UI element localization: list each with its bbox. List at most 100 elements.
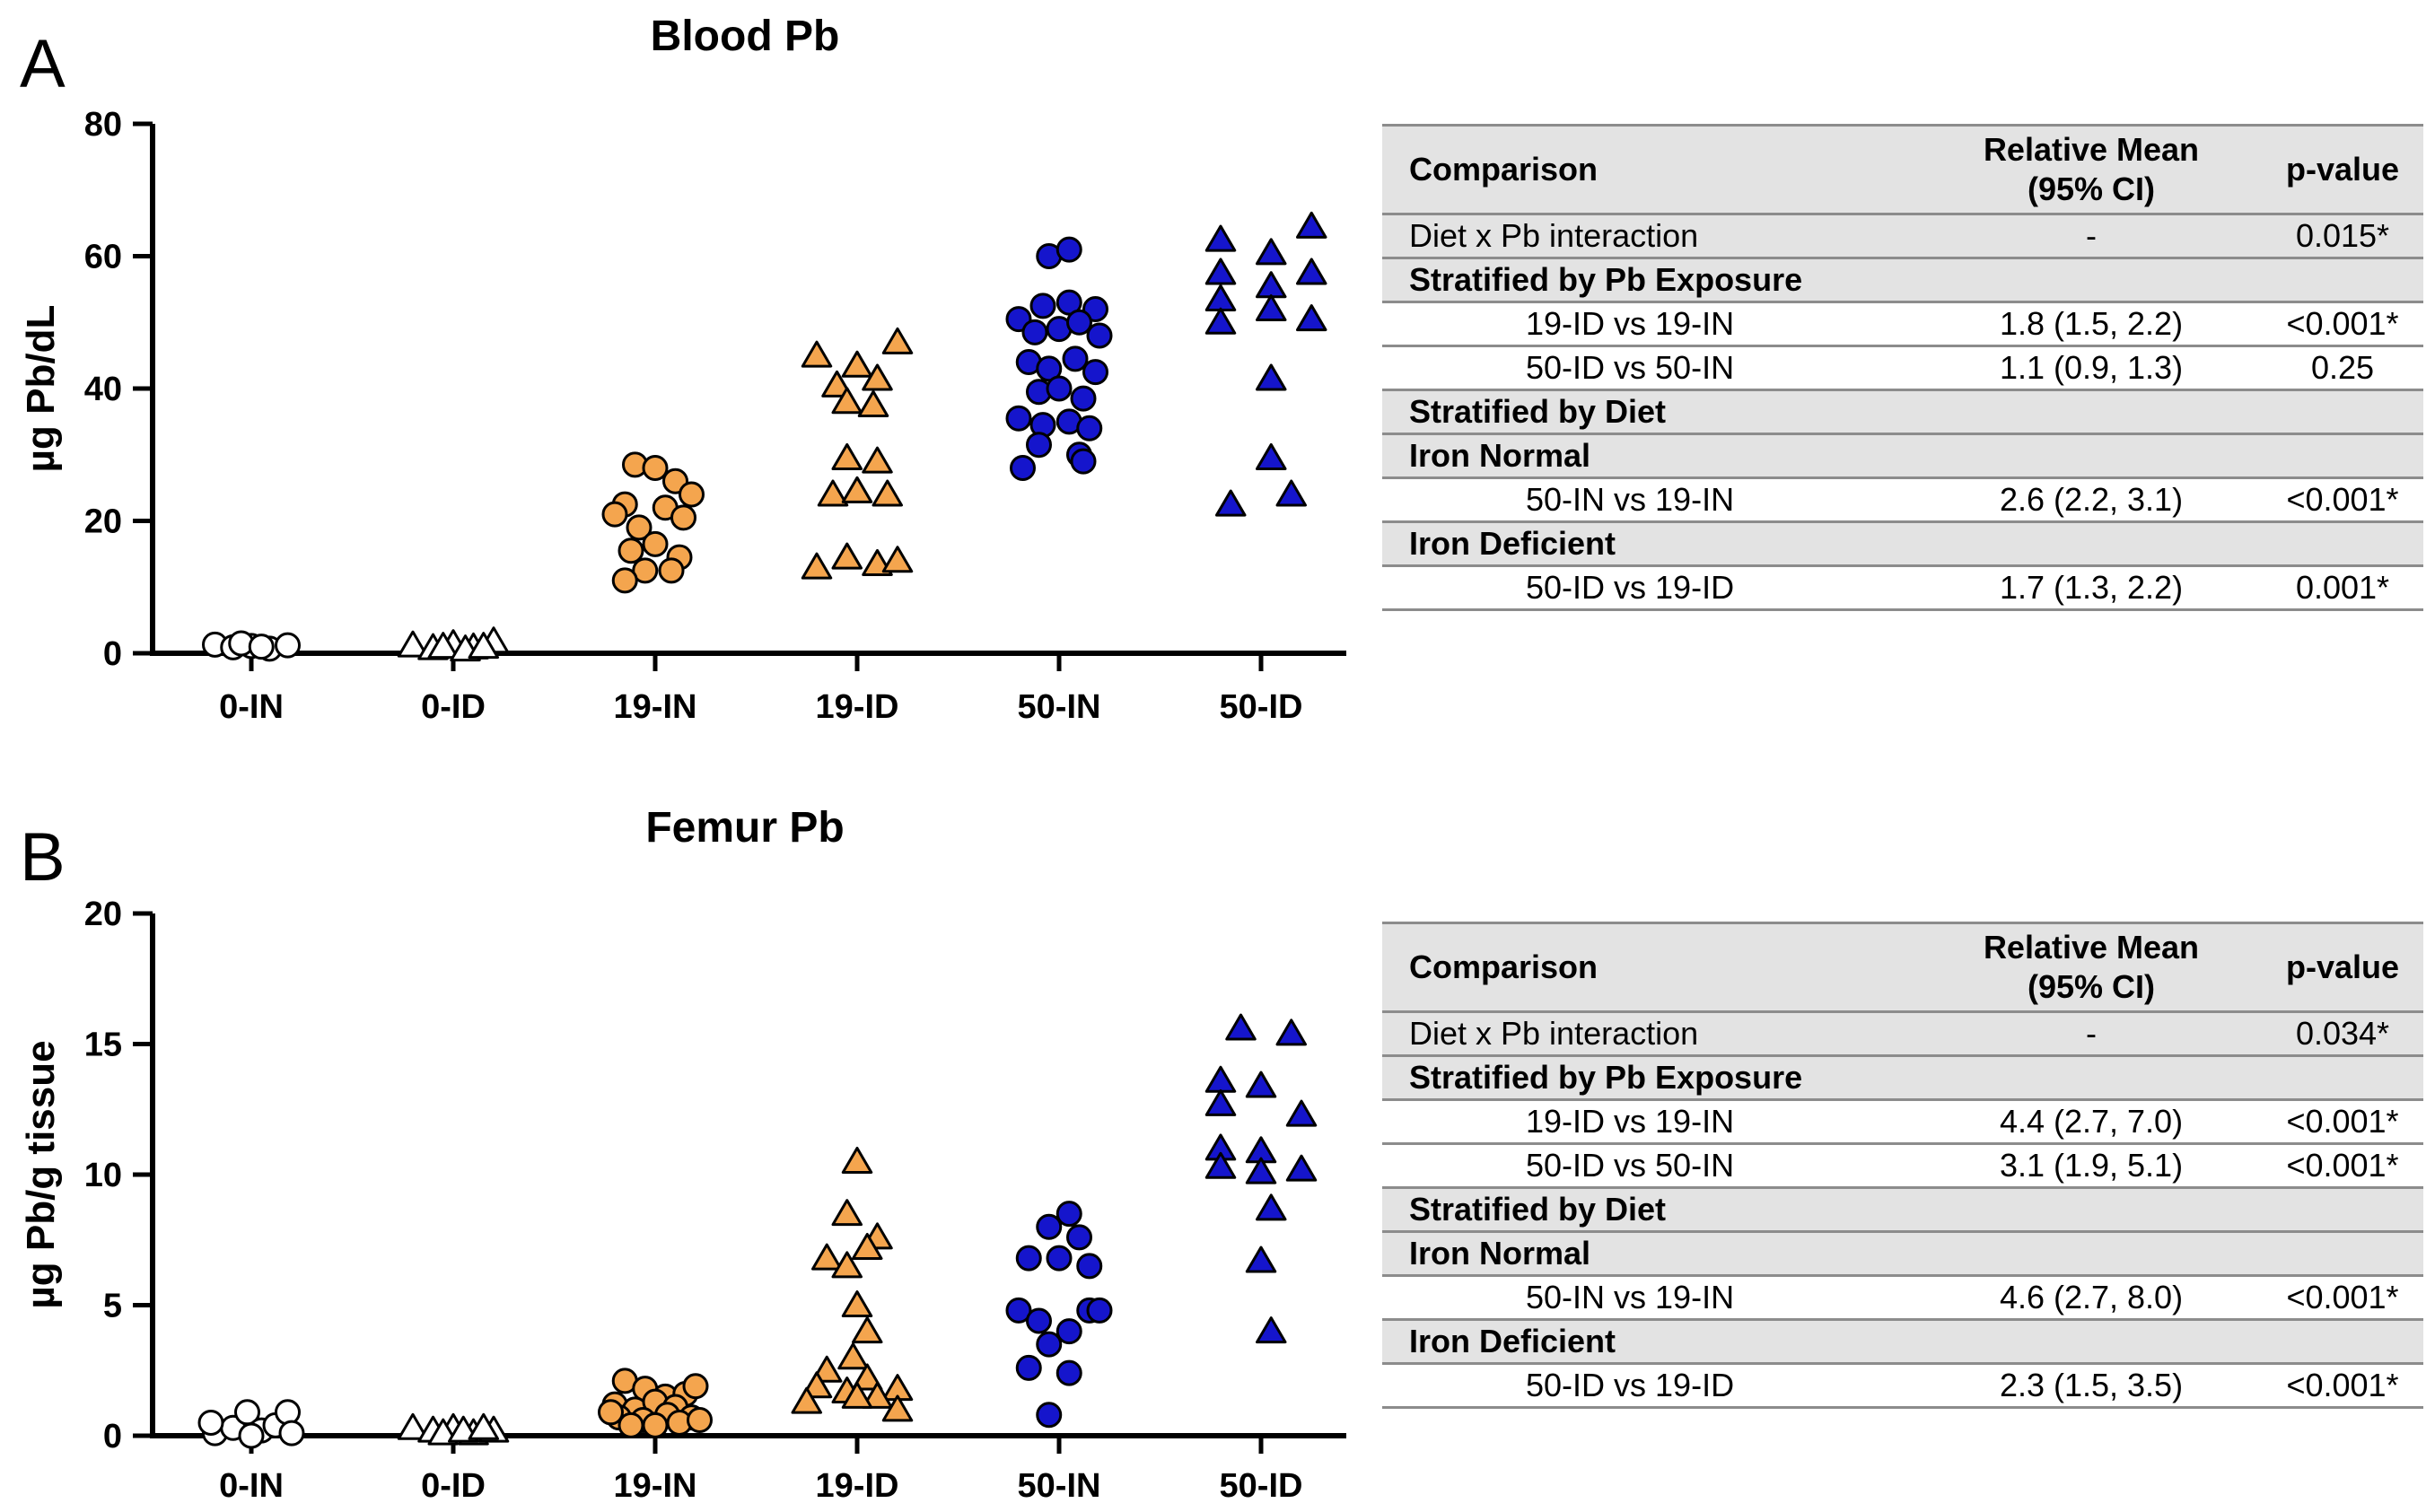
x-tick-label: 19-IN: [614, 688, 697, 726]
data-point-circle: [1076, 415, 1103, 441]
chart-title: Blood Pb: [651, 13, 840, 60]
data-point-triangle: [1256, 442, 1287, 470]
y-tick-label: 0: [103, 1418, 122, 1455]
y-tick-label: 80: [84, 106, 122, 144]
data-point-circle: [611, 567, 638, 594]
comparison-cell: 50-ID vs 50-IN: [1382, 1143, 1921, 1189]
data-point-triangle: [821, 370, 853, 398]
section-label: Stratified by Pb Exposure: [1382, 258, 2423, 303]
data-point-triangle: [1296, 258, 1327, 285]
data-point-circle: [687, 1407, 713, 1434]
data-point-triangle: [1256, 363, 1287, 391]
section-label: Stratified by Diet: [1382, 389, 2423, 435]
relative-mean-cell: 1.8 (1.5, 2.2): [1921, 302, 2262, 347]
data-point-circle: [626, 514, 653, 541]
data-point-circle: [658, 557, 685, 584]
table-row: 19-ID vs 19-IN 1.8 (1.5, 2.2) <0.001*: [1382, 302, 2423, 347]
table-row: 50-ID vs 19-ID 2.3 (1.5, 3.5) <0.001*: [1382, 1363, 2423, 1409]
x-tick-label: 0-IN: [219, 1467, 284, 1505]
relative-mean-cell: 1.7 (1.3, 2.2): [1921, 565, 2262, 611]
header-comparison: Comparison: [1382, 125, 1921, 215]
data-point-triangle: [468, 1412, 499, 1440]
data-point-triangle: [817, 479, 849, 507]
data-point-triangle: [872, 479, 903, 507]
blood-pb-chart: Blood Pb µg Pb/dL 0 20 40 60 80 0-IN 0-ID 19-IN 19…: [19, 13, 1346, 726]
data-point-triangle: [852, 1232, 883, 1260]
relative-mean-cell: -: [1921, 214, 2262, 259]
table-section-row: Iron Normal: [1382, 433, 2423, 479]
y-tick-label: 10: [84, 1157, 122, 1194]
data-point-triangle: [397, 1412, 429, 1440]
table-section-row: Iron Deficient: [1382, 1319, 2423, 1365]
data-point-triangle: [1256, 294, 1287, 321]
data-point-triangle: [1204, 1151, 1237, 1179]
header-comparison: Comparison: [1382, 922, 1921, 1013]
data-point-triangle: [427, 632, 459, 660]
data-point-circle: [632, 557, 659, 584]
data-point-triangle: [1245, 1245, 1277, 1273]
data-point-circle: [1021, 319, 1048, 345]
header-relative-mean: Relative Mean (95% CI): [1921, 125, 2262, 215]
comparison-cell: 19-ID vs 19-IN: [1382, 1099, 1921, 1145]
data-point-circle: [275, 1399, 301, 1426]
data-point-circle: [1076, 1253, 1103, 1280]
data-point-triangle: [862, 1381, 893, 1409]
data-point-triangle: [791, 1386, 822, 1414]
data-point-triangle: [841, 476, 873, 503]
data-point-circle: [682, 1373, 709, 1400]
data-point-triangle: [1275, 1018, 1307, 1046]
y-tick-label: 20: [84, 503, 122, 541]
data-point-triangle: [831, 1199, 863, 1227]
p-value-cell: <0.001*: [2262, 1099, 2423, 1145]
x-tick-label: 19-ID: [816, 1467, 899, 1505]
p-value-cell: 0.001*: [2262, 565, 2423, 611]
data-point-triangle: [1204, 284, 1237, 311]
data-point-circle: [1066, 309, 1092, 336]
relative-mean-cell: 4.4 (2.7, 7.0): [1921, 1099, 2262, 1145]
p-value-cell: <0.001*: [2262, 302, 2423, 347]
data-point-triangle: [862, 446, 893, 474]
data-point-triangle: [1296, 304, 1327, 332]
data-point-circle: [642, 530, 669, 557]
data-point-circle: [670, 504, 696, 531]
data-point-circle: [1046, 375, 1073, 402]
data-point-triangle: [831, 542, 863, 570]
header-relative-mean: Relative Mean (95% CI): [1921, 922, 2262, 1013]
data-point-triangle: [1275, 479, 1307, 507]
table-section-row: Stratified by Pb Exposure: [1382, 1055, 2423, 1101]
y-tick-label: 15: [84, 1027, 122, 1064]
data-point-triangle: [1245, 1071, 1277, 1098]
blood-pb-stats-table: Comparison Relative Mean (95% CI) p-value Di…: [1382, 124, 2423, 611]
data-point-circle: [1036, 1331, 1063, 1358]
data-point-triangle: [801, 1371, 833, 1399]
comparison-cell: Diet x Pb interaction: [1382, 214, 1921, 259]
section-label: Iron Normal: [1382, 1231, 2423, 1277]
data-point-triangle: [1225, 1013, 1257, 1041]
p-value-cell: 0.25: [2262, 345, 2423, 391]
data-point-circle: [642, 455, 669, 481]
data-point-triangle: [881, 1394, 914, 1422]
data-point-triangle: [841, 1290, 873, 1317]
data-point-triangle: [857, 389, 889, 417]
data-point-circle: [1055, 1359, 1082, 1386]
table-row: Diet x Pb interaction -0.015*: [1382, 214, 2423, 259]
data-point-circle: [1029, 293, 1056, 319]
data-point-triangle: [1204, 224, 1237, 252]
relative-mean-cell: -: [1921, 1011, 2262, 1057]
y-tick-label: 40: [84, 371, 122, 408]
data-point-circle: [1082, 359, 1108, 386]
data-point-triangle: [1285, 1154, 1318, 1182]
data-point-triangle: [852, 1316, 883, 1344]
data-point-triangle: [881, 546, 914, 573]
table-row: Diet x Pb interaction -0.034*: [1382, 1011, 2423, 1057]
table-section-row: Iron Deficient: [1382, 521, 2423, 567]
chart-title: Femur Pb: [645, 804, 844, 852]
y-axis-label: µg Pb/g tissue: [19, 1040, 63, 1308]
data-point-circle: [1055, 1318, 1082, 1345]
panel-letter-a: A: [20, 26, 66, 102]
table-row: 50-ID vs 50-IN 1.1 (0.9, 1.3) 0.25: [1382, 345, 2423, 391]
data-point-circle: [1036, 1402, 1063, 1429]
data-point-circle: [1005, 405, 1032, 432]
y-tick-label: 60: [84, 239, 122, 276]
data-point-triangle: [1245, 1157, 1277, 1184]
